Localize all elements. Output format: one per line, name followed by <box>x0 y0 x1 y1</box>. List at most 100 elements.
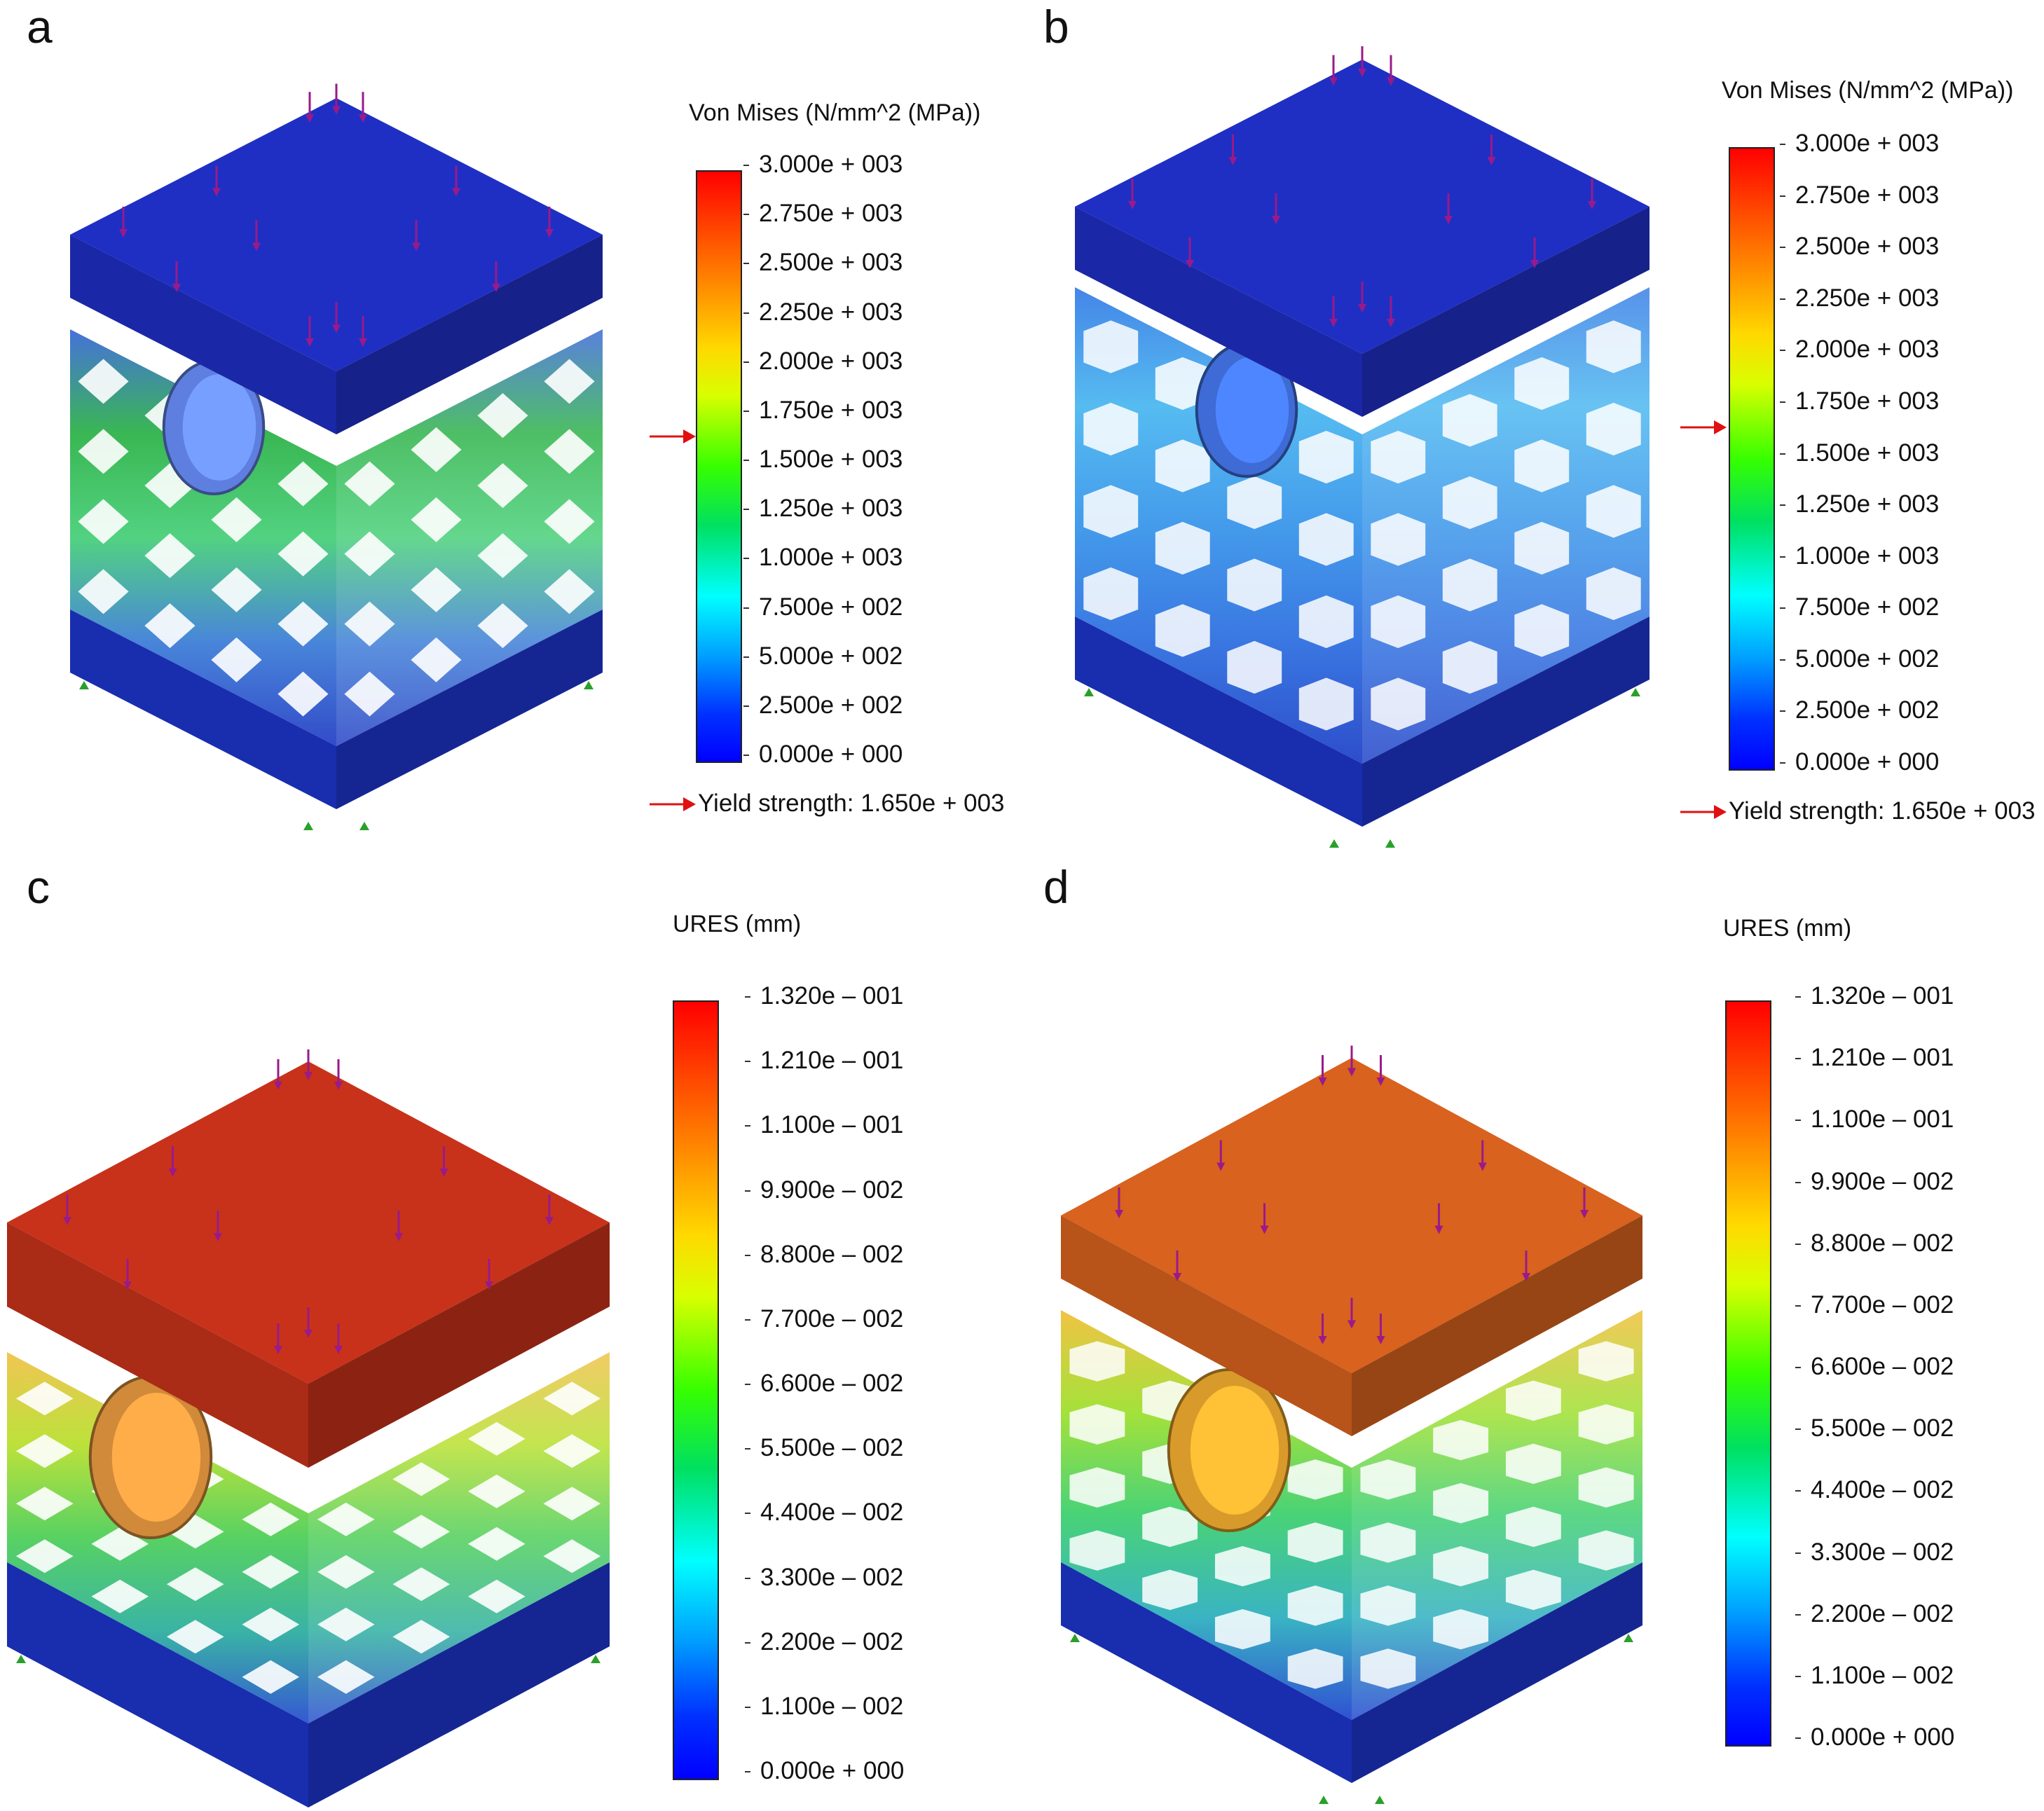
load-arrow-icon <box>545 1217 554 1225</box>
tick-label: 2.500e + 002 <box>743 691 903 719</box>
tick-label: 8.800e – 002 <box>744 1240 904 1268</box>
fixture-icon <box>1070 1634 1080 1642</box>
load-arrow-icon <box>304 1072 313 1080</box>
tick-label: 5.000e + 002 <box>743 642 903 670</box>
tick-label: 2.750e + 003 <box>1779 181 1940 209</box>
fixture-icon <box>79 681 89 689</box>
tick-label: 4.400e – 002 <box>1795 1476 1954 1504</box>
tick-label: 8.800e – 002 <box>1795 1229 1954 1257</box>
tick-label: 7.500e + 002 <box>743 593 903 621</box>
load-arrow-icon <box>172 284 181 292</box>
load-arrow-icon <box>306 114 314 123</box>
fixture-icon <box>16 1655 26 1663</box>
tick-label: 1.100e – 002 <box>1795 1661 1954 1689</box>
tick-label: 2.250e + 003 <box>743 298 903 326</box>
fixture-icon <box>303 822 313 830</box>
panel-letter: b <box>1043 1 1069 53</box>
fixture-icon <box>1319 1796 1329 1804</box>
tick-label: 1.210e – 001 <box>744 1047 904 1075</box>
panel-letter: d <box>1043 861 1069 913</box>
tick-label: 3.000e + 003 <box>1779 130 1940 157</box>
load-arrow-icon <box>412 242 420 252</box>
load-arrow-icon <box>1387 319 1395 327</box>
load-arrow-icon <box>1387 77 1395 86</box>
tick-label: 5.500e – 002 <box>1795 1414 1954 1442</box>
tick-label: 9.900e – 002 <box>744 1176 904 1204</box>
tick-label: 2.250e + 003 <box>1779 284 1940 312</box>
load-arrow-icon <box>332 106 341 115</box>
load-arrow-icon <box>119 229 128 237</box>
tick-label: 1.250e + 003 <box>743 495 903 523</box>
tick-label: 1.100e – 002 <box>744 1692 904 1720</box>
load-arrow-icon <box>214 1233 222 1241</box>
panel-letter: a <box>27 1 53 53</box>
tick-label: 2.750e + 003 <box>743 200 903 228</box>
panel-letter: c <box>27 861 50 913</box>
tick-label: 1.250e + 003 <box>1779 490 1940 518</box>
lattice-body <box>7 1352 610 1723</box>
color-bar <box>1729 147 1775 771</box>
base-plate <box>7 1562 610 1807</box>
tick-label: 1.500e + 003 <box>743 446 903 473</box>
tick-label: 7.500e + 002 <box>1779 593 1940 621</box>
load-arrow-icon <box>1347 1320 1356 1329</box>
load-arrow-icon <box>168 1169 177 1177</box>
load-arrow-icon <box>334 1346 343 1354</box>
tick-label: 0.000e + 000 <box>744 1757 905 1784</box>
tick-label: 9.900e – 002 <box>1795 1167 1954 1195</box>
color-bar <box>673 1000 719 1780</box>
yield-legend-arrow-icon <box>650 797 696 811</box>
tick-label: 3.300e – 002 <box>744 1563 904 1591</box>
tick-label: 6.600e – 002 <box>1795 1353 1954 1380</box>
yield-legend-arrow-icon <box>1680 805 1727 819</box>
load-arrow-icon <box>1173 1273 1181 1281</box>
fixture-icon <box>1624 1634 1633 1642</box>
yield-arrow-icon <box>650 429 696 443</box>
lattice-body <box>1061 1310 1642 1720</box>
lattice-model-a <box>70 83 603 830</box>
load-arrow-icon <box>1580 1210 1589 1218</box>
tick-label: 1.500e + 003 <box>1779 439 1940 467</box>
color-bar <box>1725 1000 1771 1747</box>
load-arrow-icon <box>439 1169 448 1177</box>
tick-label: 7.700e – 002 <box>1795 1290 1954 1318</box>
load-arrow-icon <box>359 114 367 123</box>
tick-label: 2.500e + 003 <box>743 249 903 277</box>
tick-label: 2.500e + 003 <box>1779 233 1940 261</box>
load-arrow-icon <box>1347 1068 1356 1077</box>
tick-label: 2.000e + 003 <box>743 347 903 375</box>
color-bar <box>696 170 742 763</box>
tick-label: 1.000e + 003 <box>743 544 903 572</box>
top-plate <box>7 1061 610 1468</box>
tick-label: 0.000e + 000 <box>1779 748 1940 776</box>
panel-d: d URES (mm) 1.320e – 001 1.210e – 001 1.10… <box>1022 861 2044 1811</box>
load-arrow-icon <box>545 229 554 237</box>
yield-strength-label: Yield strength: 1.650e + 003 <box>1729 797 2036 825</box>
load-arrow-icon <box>1376 1336 1385 1344</box>
tick-label: 5.000e + 002 <box>1779 645 1940 673</box>
load-arrow-icon <box>63 1217 71 1225</box>
fixture-icon <box>584 681 594 689</box>
tick-label: 2.500e + 002 <box>1779 696 1940 724</box>
load-arrow-icon <box>1358 69 1366 77</box>
load-arrow-icon <box>274 1346 282 1354</box>
tick-label: 4.400e – 002 <box>744 1499 904 1527</box>
fixture-icon <box>359 822 369 830</box>
lattice-model-c <box>7 1049 610 1807</box>
load-arrow-icon <box>274 1081 282 1090</box>
load-arrow-icon <box>1186 260 1194 268</box>
fixture-icon <box>1385 839 1395 848</box>
tick-label: 2.000e + 003 <box>1779 336 1940 364</box>
panel-b: b Von Mises (N/mm^2 (MPa)) Yield strengt… <box>1022 0 2044 862</box>
load-arrow-icon <box>1487 157 1496 165</box>
tick-label: 1.320e – 001 <box>1795 982 1954 1010</box>
load-arrow-icon <box>1128 201 1137 209</box>
load-arrow-icon <box>1115 1210 1123 1218</box>
tick-label: 5.500e – 002 <box>744 1434 904 1462</box>
tick-label: 1.100e – 001 <box>1795 1106 1954 1134</box>
yield-arrow-icon <box>1680 420 1727 434</box>
tick-label: 3.000e + 003 <box>743 151 903 178</box>
tick-label: 1.320e – 001 <box>744 982 904 1010</box>
load-arrow-icon <box>304 1330 313 1338</box>
lattice-model-d <box>1061 1045 1642 1804</box>
